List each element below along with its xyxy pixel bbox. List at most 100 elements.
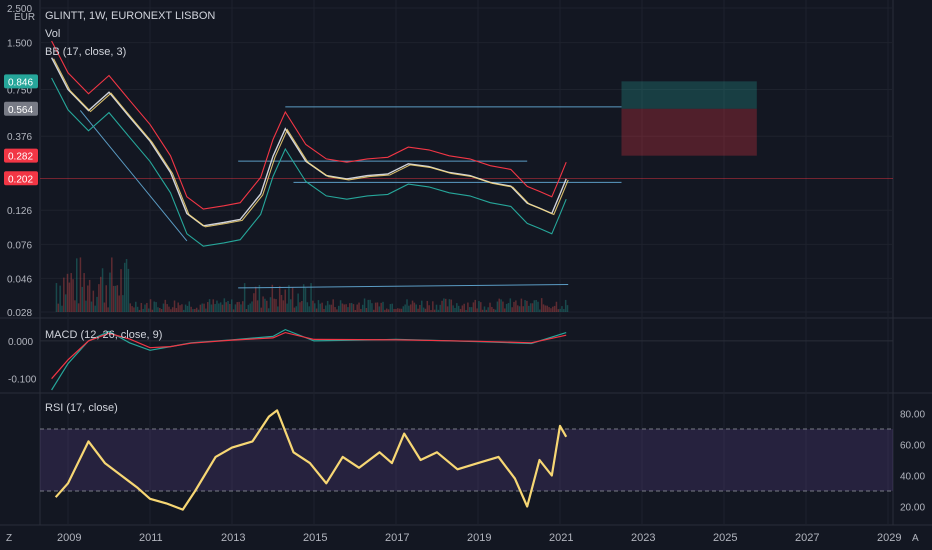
volume-bar	[518, 306, 521, 312]
volume-bar	[129, 303, 131, 312]
volume-bar	[271, 284, 274, 312]
volume-bar	[151, 309, 154, 312]
rsi-band	[40, 429, 893, 491]
volume-bar	[520, 298, 523, 312]
volume-bar	[273, 298, 275, 312]
volume-bar	[70, 273, 72, 312]
time-tick-label: 2009	[57, 532, 81, 544]
volume-bar	[415, 304, 417, 312]
symbol-legend[interactable]: GLINTT, 1W, EURONEXT LISBON	[45, 10, 215, 22]
position-stop-zone[interactable]	[621, 108, 757, 156]
volume-bar	[384, 309, 386, 312]
volume-legend[interactable]: Vol	[45, 28, 60, 40]
volume-bar	[485, 309, 488, 312]
volume-bar	[88, 279, 91, 312]
time-axis[interactable]: 2009 2011 2013 2015 2017 2019 2021 2023 2025 2027…	[57, 532, 901, 544]
volume-bar	[194, 309, 196, 312]
bb-basis-line[interactable]	[53, 58, 569, 228]
volume-bar	[387, 309, 390, 312]
macd-series-1[interactable]	[51, 331, 567, 380]
volume-bar	[382, 301, 384, 312]
time-tick-label: 2015	[303, 532, 327, 544]
volume-bar	[166, 304, 168, 312]
macd-pane[interactable]	[40, 328, 893, 391]
volume-bar	[197, 309, 200, 312]
volume-bar	[98, 284, 100, 312]
volume-bar	[356, 304, 358, 312]
volume-bar	[422, 307, 425, 312]
corner-right-label[interactable]: A	[912, 533, 919, 544]
price-pane[interactable]	[40, 40, 893, 289]
volume-bar	[345, 304, 347, 312]
volume-bar	[563, 309, 565, 312]
volume-bar	[446, 306, 449, 312]
currency-label: EUR	[14, 12, 35, 23]
volume-bar	[343, 304, 346, 312]
volume-bar	[529, 303, 532, 312]
volume-bar	[444, 298, 447, 312]
volume-bar	[376, 302, 379, 312]
volume-bar	[323, 308, 325, 312]
volume-bar	[227, 300, 229, 312]
price-tick-label: 0.046	[7, 274, 32, 285]
corner-left-label[interactable]: Z	[6, 533, 12, 544]
volume-bar	[468, 307, 471, 312]
volume-bar	[79, 257, 82, 312]
volume-bar	[173, 300, 176, 312]
volume-bar	[463, 303, 465, 312]
trend-line[interactable]	[79, 110, 188, 242]
rsi-tick-label: 80.00	[900, 410, 925, 421]
macd-axis[interactable]: 0.000 -0.100	[8, 337, 37, 386]
rsi-legend[interactable]: RSI (17, close)	[45, 402, 118, 414]
volume-bar	[64, 294, 67, 312]
volume-bar	[225, 302, 227, 312]
trend-line[interactable]	[238, 284, 569, 289]
volume-bar	[245, 309, 248, 312]
volume-bar	[232, 309, 235, 312]
volume-bar	[146, 302, 148, 312]
volume-bar	[400, 308, 403, 312]
time-tick-label: 2025	[713, 532, 737, 544]
volume-bar	[552, 306, 554, 312]
volume-bar	[402, 306, 405, 312]
volume-bar	[160, 309, 163, 312]
position-target-zone[interactable]	[621, 81, 757, 109]
volume-bar	[99, 276, 102, 312]
volume-bar	[513, 301, 515, 312]
volume-bar	[138, 309, 141, 312]
rsi-tick-label: 20.00	[900, 503, 925, 514]
time-tick-label: 2011	[139, 532, 163, 544]
volume-bar	[92, 290, 95, 312]
volume-bar	[155, 302, 157, 312]
volume-bar	[170, 309, 172, 312]
volume-bar	[243, 283, 246, 312]
bb-lower-band[interactable]	[51, 77, 567, 247]
volume-bar	[122, 295, 124, 312]
volume-bar	[77, 303, 80, 312]
bb-upper-band[interactable]	[51, 40, 567, 210]
rsi-series-line[interactable]	[54, 409, 568, 511]
time-tick-label: 2023	[631, 532, 655, 544]
volume-bar	[240, 304, 242, 312]
volume-bar	[87, 285, 89, 312]
bb-legend[interactable]: BB (17, close, 3)	[45, 46, 126, 58]
volume-bar	[114, 285, 117, 312]
volume-bar	[511, 307, 513, 312]
volume-bar	[546, 305, 548, 312]
rsi-pane[interactable]	[40, 409, 893, 511]
volume-bar	[498, 298, 500, 312]
volume-bar	[393, 308, 395, 312]
volume-bar	[218, 303, 220, 312]
volume-bar	[428, 305, 430, 312]
volume-bar	[299, 302, 301, 312]
volume-bar	[131, 306, 133, 312]
volume-bar	[171, 307, 174, 312]
left-price-axis[interactable]: 2.500 1.500 0.750 0.376 0.126 0.076 0.046 0.028	[7, 4, 32, 319]
volume-bar	[531, 303, 534, 312]
volume-bar	[417, 308, 419, 312]
volume-bar	[424, 308, 427, 312]
rsi-axis[interactable]: 80.00 60.00 40.00 20.00	[900, 410, 925, 514]
macd-legend[interactable]: MACD (12, 26, close, 9)	[45, 329, 162, 341]
volume-bar	[147, 308, 150, 312]
